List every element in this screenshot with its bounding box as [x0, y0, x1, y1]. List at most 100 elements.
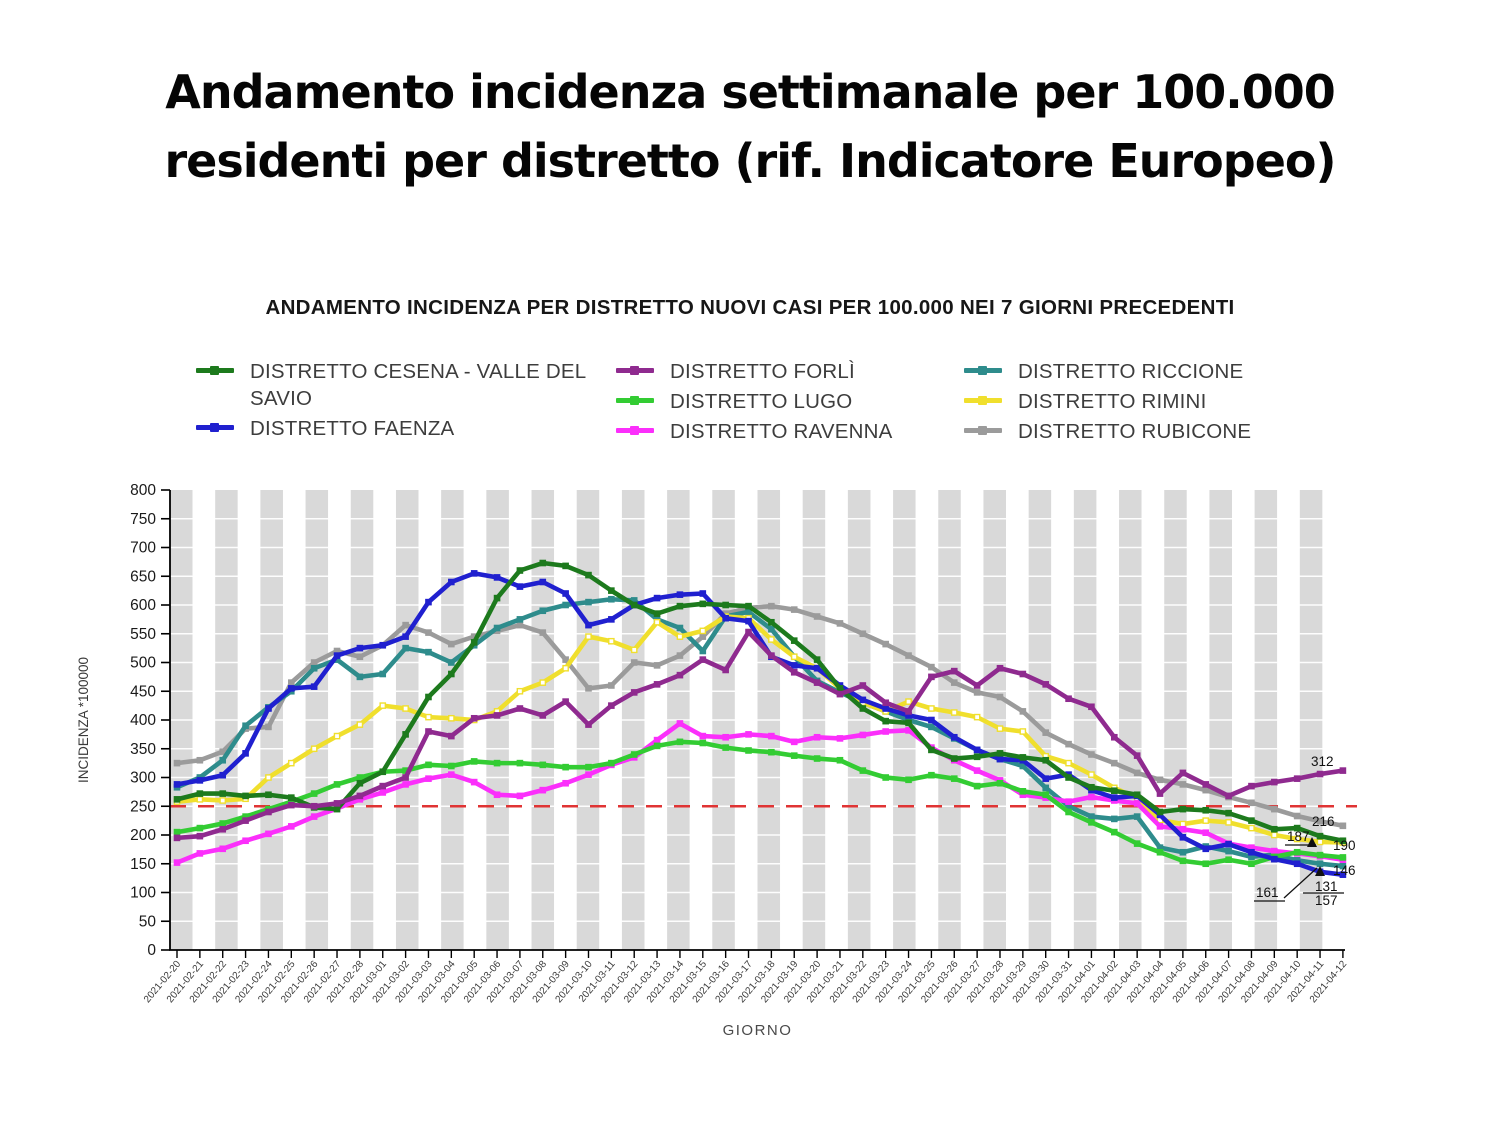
series-marker-distretto-rubicone [768, 602, 775, 610]
series-marker-distretto-forl- [425, 728, 432, 735]
series-marker-distretto-lugo [333, 781, 341, 788]
chart-title: ANDAMENTO INCIDENZA PER DISTRETTO NUOVI … [265, 296, 1235, 319]
series-marker-distretto-riccione [699, 647, 707, 655]
series-marker-distretto-rimini [630, 646, 638, 654]
series-marker-distretto-rubicone [882, 640, 889, 648]
series-marker-distretto-rubicone [539, 629, 547, 636]
series-line-distretto-forl- [174, 629, 1346, 841]
series-marker-distretto-forl- [1133, 752, 1141, 759]
series-marker-distretto-cesena-valle-del-savio [539, 559, 547, 567]
series-marker-distretto-rimini [562, 664, 569, 672]
series-marker-distretto-ravenna [242, 837, 249, 845]
series-marker-distretto-lugo [950, 775, 958, 782]
series-marker-distretto-lugo [425, 761, 432, 769]
series-marker-distretto-cesena-valle-del-savio [1339, 837, 1347, 845]
series-marker-distretto-faenza [402, 633, 409, 640]
series-marker-distretto-faenza [310, 683, 318, 690]
series-marker-distretto-faenza [448, 578, 455, 586]
series-marker-distretto-lugo [1202, 860, 1210, 868]
series-marker-distretto-rubicone [1339, 822, 1347, 830]
series-marker-distretto-lugo [356, 774, 364, 781]
series-marker-distretto-lugo [1088, 819, 1095, 826]
series-marker-distretto-rubicone [173, 759, 181, 767]
series-marker-distretto-faenza [813, 664, 821, 672]
series-marker-distretto-lugo [1133, 840, 1141, 847]
series-marker-distretto-faenza [173, 781, 181, 788]
series-marker-distretto-rubicone [699, 633, 707, 640]
series-marker-distretto-cesena-valle-del-savio [1110, 787, 1118, 795]
series-marker-distretto-faenza [1248, 848, 1255, 856]
end-value-label: 312 [1311, 754, 1334, 769]
series-marker-distretto-rimini [1225, 819, 1232, 826]
series-marker-distretto-rubicone [516, 621, 524, 629]
series-marker-distretto-forl- [516, 705, 524, 712]
series-marker-distretto-cesena-valle-del-savio [448, 670, 455, 678]
series-marker-distretto-cesena-valle-del-savio [1065, 774, 1072, 781]
series-marker-distretto-ravenna [539, 786, 547, 794]
series-marker-distretto-ravenna [676, 720, 684, 727]
series-marker-distretto-rimini [585, 633, 592, 640]
series-marker-distretto-faenza [470, 570, 478, 577]
series-marker-distretto-cesena-valle-del-savio [562, 562, 569, 570]
series-marker-distretto-lugo [1019, 788, 1027, 795]
legend-label: DISTRETTO FAENZA [250, 417, 455, 440]
series-marker-distretto-forl- [356, 792, 364, 800]
series-marker-distretto-lugo [676, 738, 684, 746]
series-marker-distretto-rimini [653, 618, 661, 626]
series-marker-distretto-riccione [768, 625, 775, 633]
series-marker-distretto-rimini [448, 714, 455, 722]
series-marker-distretto-ravenna [1271, 847, 1278, 855]
series-marker-distretto-riccione [493, 624, 501, 632]
series-marker-distretto-lugo [699, 739, 707, 747]
legend-item-distretto-rubicone: DISTRETTO RUBICONE [964, 418, 1324, 445]
series-marker-distretto-forl- [1042, 681, 1050, 688]
series-marker-distretto-faenza [379, 641, 387, 649]
y-tick-label: 400 [130, 712, 156, 729]
legend-item-distretto-ravenna: DISTRETTO RAVENNA [616, 418, 964, 445]
series-marker-distretto-cesena-valle-del-savio [173, 796, 181, 803]
series-marker-distretto-ravenna [745, 731, 752, 738]
series-marker-distretto-forl- [745, 628, 752, 636]
series-marker-distretto-rimini [790, 653, 798, 661]
series-marker-distretto-ravenna [1156, 823, 1164, 830]
series-marker-distretto-forl- [1271, 778, 1278, 786]
series-marker-distretto-rimini [1088, 771, 1095, 778]
series-marker-distretto-rubicone [1110, 759, 1118, 767]
legend-label: DISTRETTO RUBICONE [1018, 420, 1252, 443]
series-marker-distretto-ravenna [882, 728, 889, 735]
page-title-line1: Andamento incidenza settimanale per 100.… [165, 65, 1335, 119]
series-marker-distretto-ravenna [836, 735, 844, 742]
series-marker-distretto-forl- [173, 834, 181, 842]
series-marker-distretto-rubicone [996, 693, 1004, 701]
series-marker-distretto-ravenna [973, 767, 981, 774]
series-marker-distretto-faenza [196, 777, 204, 784]
series-marker-distretto-cesena-valle-del-savio [973, 753, 981, 761]
legend-line-marker [196, 366, 234, 375]
series-marker-distretto-forl- [1019, 670, 1027, 678]
series-marker-distretto-ravenna [768, 732, 775, 740]
series-marker-distretto-cesena-valle-del-savio [653, 610, 661, 617]
series-marker-distretto-cesena-valle-del-savio [1225, 809, 1232, 817]
series-marker-distretto-rubicone [1316, 817, 1324, 825]
series-marker-distretto-forl- [630, 689, 638, 696]
series-marker-distretto-riccione [1110, 815, 1118, 823]
series-marker-distretto-rubicone [219, 748, 227, 755]
series-marker-distretto-faenza [1042, 775, 1050, 782]
series-marker-distretto-ravenna [470, 778, 478, 786]
series-marker-distretto-forl- [1110, 733, 1118, 741]
series-marker-distretto-rubicone [425, 629, 432, 636]
series-marker-distretto-faenza [585, 621, 592, 629]
series-marker-distretto-ravenna [813, 733, 821, 741]
series-marker-distretto-ravenna [905, 727, 912, 734]
series-marker-distretto-lugo [1339, 854, 1347, 861]
series-marker-distretto-rimini [196, 796, 204, 803]
series-marker-distretto-ravenna [288, 823, 295, 830]
series-line-distretto-lugo [174, 739, 1346, 867]
series-marker-distretto-forl- [493, 712, 501, 719]
series-marker-distretto-rubicone [1271, 805, 1278, 813]
series-marker-distretto-cesena-valle-del-savio [813, 656, 821, 663]
series-marker-distretto-faenza [219, 771, 227, 779]
series-marker-distretto-lugo [539, 761, 547, 769]
series-marker-distretto-faenza [288, 685, 295, 692]
series-marker-distretto-ravenna [448, 771, 455, 778]
